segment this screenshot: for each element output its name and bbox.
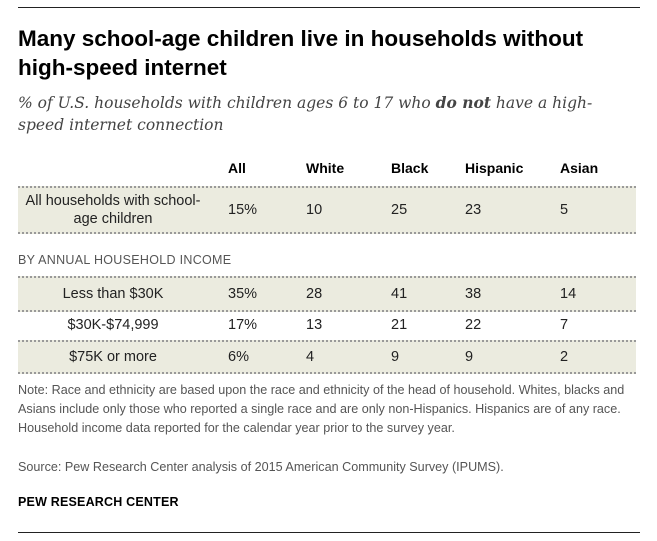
chart-source: Source: Pew Research Center analysis of … xyxy=(18,460,504,474)
row-label: $30K-$74,999 xyxy=(67,317,159,333)
table-row-income-75k-plus: $75K or more 6% 4 9 9 2 xyxy=(18,340,636,374)
cell-all: 6% xyxy=(228,349,249,365)
cell-asian: 5 xyxy=(560,202,569,218)
column-header-hispanic: Hispanic xyxy=(465,160,524,176)
row-label: Less than $30K xyxy=(62,286,164,302)
cell-hispanic: 38 xyxy=(465,286,482,302)
subtitle-text-end: have a high-speed internet connection xyxy=(18,94,593,134)
cell-hispanic: 22 xyxy=(465,317,482,333)
column-header-white: White xyxy=(306,160,345,176)
row-label: All households with school-age children xyxy=(25,193,201,227)
cell-all: 35% xyxy=(228,286,258,302)
cell-white: 13 xyxy=(306,317,323,333)
column-header-black: Black xyxy=(391,160,429,176)
cell-white: 10 xyxy=(306,202,323,218)
cell-black: 41 xyxy=(391,286,408,302)
cell-asian: 2 xyxy=(560,349,569,365)
column-header-asian: Asian xyxy=(560,160,599,176)
cell-all: 17% xyxy=(228,317,258,333)
bottom-rule xyxy=(18,532,640,533)
cell-white: 28 xyxy=(306,286,323,302)
table-row-all-households: All households with school-age children … xyxy=(18,186,636,234)
table-row-income-under-30k: Less than $30K 35% 28 41 38 14 xyxy=(18,276,636,312)
cell-black: 21 xyxy=(391,317,408,333)
subtitle-emphasis: do not xyxy=(435,93,491,112)
cell-all: 15% xyxy=(228,202,258,218)
cell-asian: 7 xyxy=(560,317,569,333)
subtitle-text-start: % of U.S. households with children ages … xyxy=(18,94,436,112)
cell-asian: 14 xyxy=(560,286,577,302)
cell-hispanic: 9 xyxy=(465,349,474,365)
cell-black: 25 xyxy=(391,202,408,218)
cell-hispanic: 23 xyxy=(465,202,482,218)
column-header-all: All xyxy=(228,160,246,176)
cell-black: 9 xyxy=(391,349,400,365)
section-label-income: BY ANNUAL HOUSEHOLD INCOME xyxy=(18,253,232,267)
brand-logo-text: PEW RESEARCH CENTER xyxy=(18,495,179,509)
top-rule xyxy=(18,7,640,8)
cell-white: 4 xyxy=(306,349,315,365)
chart-title: Many school-age children live in househo… xyxy=(18,26,584,80)
row-label: $75K or more xyxy=(69,349,157,365)
chart-subtitle: % of U.S. households with children ages … xyxy=(18,92,618,136)
table-row-income-30k-75k: $30K-$74,999 17% 13 21 22 7 xyxy=(18,310,636,340)
chart-note: Note: Race and ethnicity are based upon … xyxy=(18,383,625,435)
